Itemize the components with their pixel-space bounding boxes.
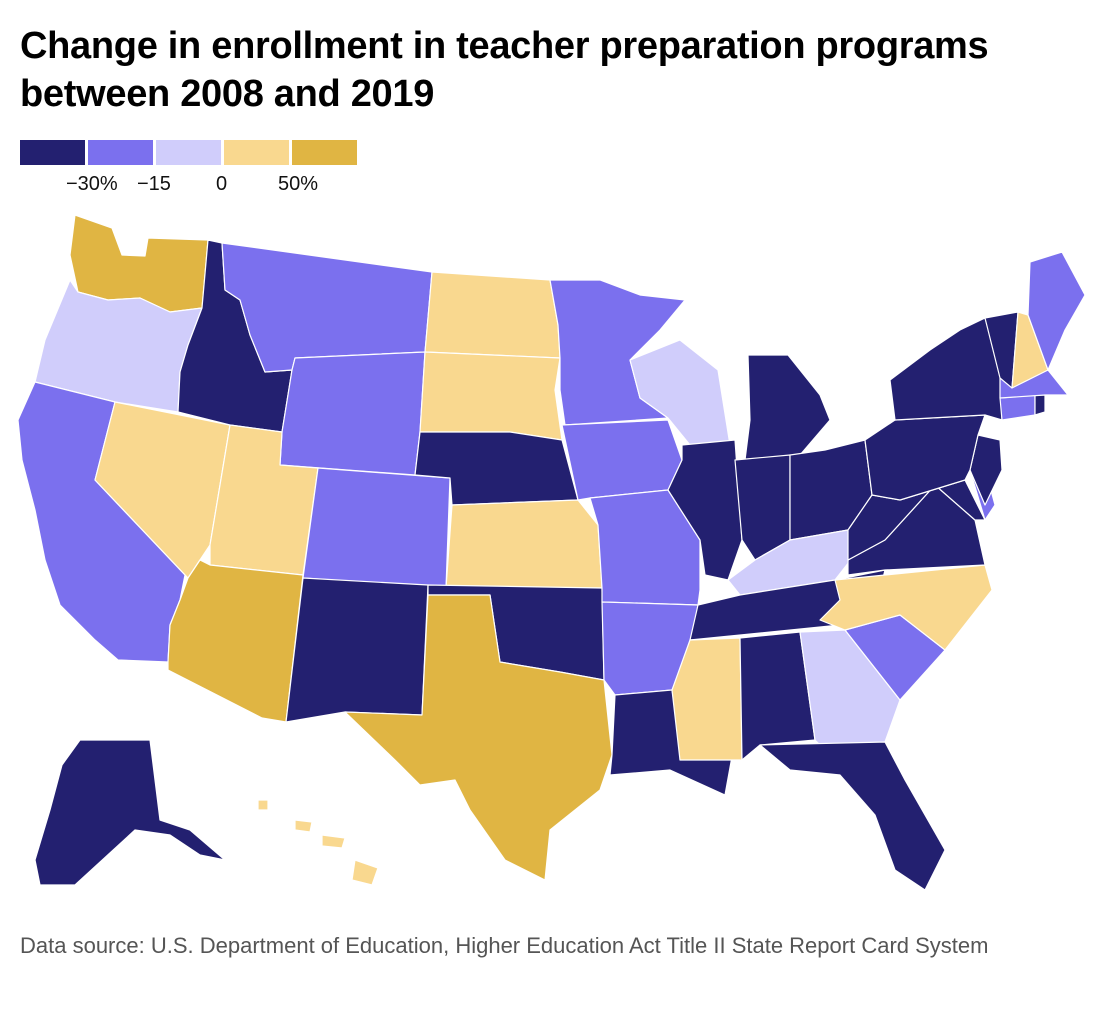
legend-tick-2: −15 [137,173,171,195]
state-ms [671,637,743,761]
legend-swatch-1 [20,140,85,165]
legend: −30% −15 0 50% [20,140,360,200]
state-nm [285,577,429,723]
legend-tick-3: 0 [216,173,228,195]
chart-title: Change in enrollment in teacher preparat… [20,25,989,115]
state-ia [561,419,683,501]
state-ak [34,739,226,886]
legend-swatch-3 [156,140,221,165]
state-fl [759,741,946,891]
legend-tick-4: 50% [278,173,319,195]
state-ks [445,499,603,589]
state-wy [279,351,426,476]
state-az [167,559,304,723]
state-ny [889,317,1003,421]
state-nd [424,271,561,359]
state-co [302,467,451,589]
state-nc [819,564,993,651]
legend-tick-1: −30% [66,173,118,195]
legend-ticks: −30% −15 0 50% [20,165,360,195]
legend-swatches [20,140,360,165]
state-sd [419,351,563,441]
state-hi [257,799,379,886]
us-states-map [17,214,1086,891]
state-tx [344,594,613,881]
data-source: Data source: U.S. Department of Educatio… [20,933,989,958]
legend-swatch-5 [292,140,357,165]
state-ct [999,394,1036,421]
state-me [1027,251,1086,371]
state-mi [744,354,831,461]
legend-swatch-2 [88,140,153,165]
state-ri [1034,394,1046,416]
state-al [739,631,816,761]
legend-swatch-4 [224,140,289,165]
